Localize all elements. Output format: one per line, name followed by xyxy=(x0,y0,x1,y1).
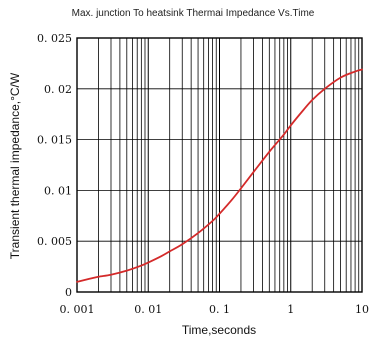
y-tick-labels: 0 0. 005 0. 01 0. 015 0. 02 0. 025 xyxy=(37,32,72,299)
series-line xyxy=(76,68,363,283)
y-axis-label: Transient thermal impedance,°C/W xyxy=(8,72,22,259)
x-tick-label: 0. 01 xyxy=(134,303,162,316)
y-tick-label: 0. 01 xyxy=(44,184,72,197)
y-tick-label: 0. 02 xyxy=(44,83,72,96)
x-axis-label: Time,seconds xyxy=(182,323,256,337)
y-tick-label: 0. 005 xyxy=(37,235,72,248)
x-tick-label: 1 xyxy=(287,303,294,316)
chart-title: Max. junction To heatsink Thermai Impeda… xyxy=(72,8,315,19)
y-tick-label: 0. 015 xyxy=(37,134,72,147)
plot-frame xyxy=(76,37,363,293)
x-tick-label: 10 xyxy=(355,303,369,316)
x-tick-label: 0. 001 xyxy=(60,303,95,316)
series-layer xyxy=(76,68,363,283)
x-tick-labels: 0. 001 0. 01 0. 1 1 10 xyxy=(60,303,369,316)
y-tick-label: 0 xyxy=(65,286,72,299)
grid xyxy=(77,38,362,292)
y-tick-label: 0. 025 xyxy=(37,32,72,45)
x-tick-label: 0. 1 xyxy=(209,303,230,316)
